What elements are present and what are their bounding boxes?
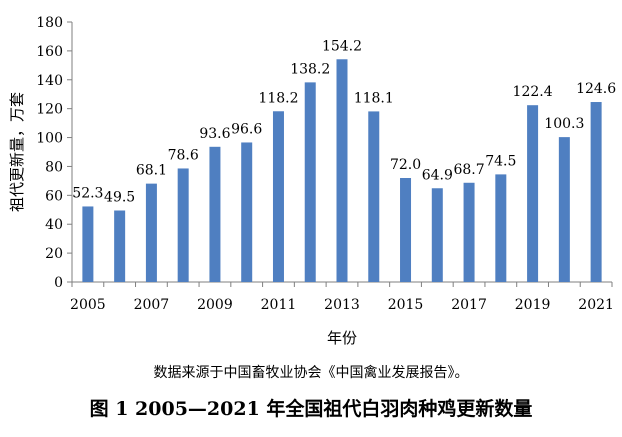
bars <box>82 59 602 283</box>
bar-2011 <box>272 111 284 283</box>
data-label-2019: 122.4 <box>513 84 553 100</box>
x-tick-label: 2021 <box>578 297 614 313</box>
bar-2008 <box>177 168 189 282</box>
bar-2010 <box>241 142 253 282</box>
bar-2017 <box>463 182 475 282</box>
data-label-2009: 93.6 <box>199 126 230 142</box>
bar-2005 <box>82 206 94 282</box>
data-label-2013: 154.2 <box>322 38 362 54</box>
bar-2013 <box>336 59 348 283</box>
data-label-2021: 124.6 <box>576 81 616 97</box>
y-tick-label: 100 <box>36 131 63 147</box>
figure-caption: 图 1 2005—2021 年全国祖代白羽肉种鸡更新数量 <box>89 398 533 420</box>
bar-chart: 0 20 40 60 80 100 120 140 160 180 2005 2007 2009 201… <box>8 15 616 347</box>
bar-2007 <box>145 183 157 282</box>
bar-2015 <box>400 178 412 282</box>
x-tick-label: 2013 <box>324 297 360 313</box>
x-tick-label: 2017 <box>451 297 487 313</box>
bar-2012 <box>304 82 316 282</box>
bar-2020 <box>558 137 570 282</box>
bar-2014 <box>368 111 380 283</box>
y-tick-label: 160 <box>36 44 63 60</box>
y-tick-label: 60 <box>45 188 63 204</box>
bar-2006 <box>114 210 126 282</box>
data-label-2006: 49.5 <box>104 190 135 206</box>
y-axis-title: 祖代更新量，万套 <box>8 92 26 212</box>
y-tick-label: 80 <box>45 159 63 175</box>
y-tick-label: 40 <box>45 217 63 233</box>
data-label-2010: 96.6 <box>231 121 262 137</box>
data-label-2018: 74.5 <box>485 153 516 169</box>
x-tick-label: 2005 <box>70 297 106 313</box>
x-axis: 2005 2007 2009 2011 2013 2015 2017 2019 2021 <box>70 281 614 313</box>
y-tick-label: 180 <box>36 15 63 31</box>
data-label-2020: 100.3 <box>544 116 584 132</box>
data-label-2005: 52.3 <box>72 185 103 201</box>
x-tick-label: 2007 <box>134 297 170 313</box>
x-tick-label: 2015 <box>388 297 424 313</box>
source-note: 数据来源于中国畜牧业协会《中国禽业发展报告》。 <box>153 365 469 381</box>
y-tick-label: 140 <box>36 73 63 89</box>
bar-2021 <box>590 102 602 283</box>
x-tick-label: 2011 <box>261 297 297 313</box>
x-axis-title: 年份 <box>327 329 357 347</box>
x-tick-label: 2009 <box>197 297 233 313</box>
bar-2018 <box>495 174 507 282</box>
data-label-2008: 78.6 <box>168 147 199 163</box>
y-axis: 0 20 40 60 80 100 120 140 160 180 <box>36 15 73 291</box>
y-tick-label: 20 <box>45 246 63 262</box>
data-label-2016: 64.9 <box>422 167 453 183</box>
bar-2016 <box>431 188 443 282</box>
data-label-2015: 72.0 <box>390 157 421 173</box>
data-label-2017: 68.7 <box>453 162 484 178</box>
y-tick-label: 120 <box>36 102 63 118</box>
bar-2019 <box>527 105 539 282</box>
x-tick-label: 2019 <box>515 297 551 313</box>
bar-2009 <box>209 146 221 282</box>
data-labels: 52.3 49.568.178.693.6 96.6 118.2 138.2 154.2 1… <box>72 38 616 205</box>
data-label-2014: 118.1 <box>354 90 394 106</box>
data-label-2007: 68.1 <box>136 163 167 179</box>
data-label-2012: 138.2 <box>290 61 330 77</box>
data-label-2011: 118.2 <box>258 90 298 106</box>
y-tick-label: 0 <box>54 275 63 291</box>
